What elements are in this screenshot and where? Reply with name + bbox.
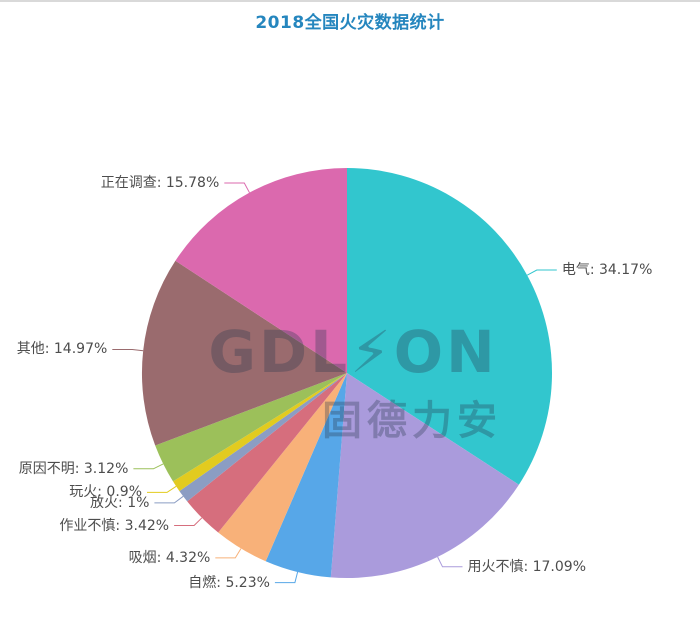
pie-slice-label-2: 自燃: 5.23% — [188, 574, 270, 591]
pie-slice-label-0: 电气: 34.17% — [561, 261, 653, 278]
pie-slice-label-1: 用火不慎: 17.09% — [467, 558, 587, 575]
pie-slice-label-5: 放火: 1% — [90, 494, 150, 511]
label-leader-line-5 — [154, 495, 184, 504]
pie-slice-8[interactable] — [141, 260, 347, 446]
label-leader-line-6 — [147, 485, 177, 493]
pie-slice-4[interactable] — [187, 373, 347, 533]
pie-slice-label-3: 吸烟: 4.32% — [128, 549, 211, 566]
pie-slice-label-6: 玩火: 0.9% — [69, 484, 142, 501]
pie-slice-5[interactable] — [179, 373, 347, 502]
pie-slice-2[interactable] — [265, 373, 347, 578]
label-leader-line-3 — [215, 548, 242, 559]
chart-title: 2018全国火灾数据统计 — [255, 13, 445, 33]
label-leader-line-7 — [133, 463, 164, 470]
pie-slice-label-7: 原因不明: 3.12% — [18, 460, 129, 477]
pie-slice-3[interactable] — [218, 373, 347, 562]
pie-slice-7[interactable] — [155, 373, 347, 482]
pie-slice-1[interactable] — [330, 373, 519, 579]
pie-slice-9[interactable] — [175, 167, 347, 373]
pie-slice-label-8: 其他: 14.97% — [16, 341, 108, 358]
label-leader-line-2 — [274, 571, 299, 584]
label-leader-line-0 — [526, 269, 557, 276]
pie-slice-0[interactable] — [347, 168, 553, 485]
label-leader-line-1 — [437, 556, 463, 568]
label-leader-line-9 — [224, 182, 250, 193]
pie-slice-6[interactable] — [173, 373, 347, 492]
label-leader-line-4 — [174, 517, 203, 526]
label-leader-line-8 — [112, 349, 144, 352]
pie-slice-label-4: 作业不慎: 3.42% — [59, 517, 170, 534]
pie-slice-label-9: 正在调查: 15.78% — [100, 175, 220, 191]
